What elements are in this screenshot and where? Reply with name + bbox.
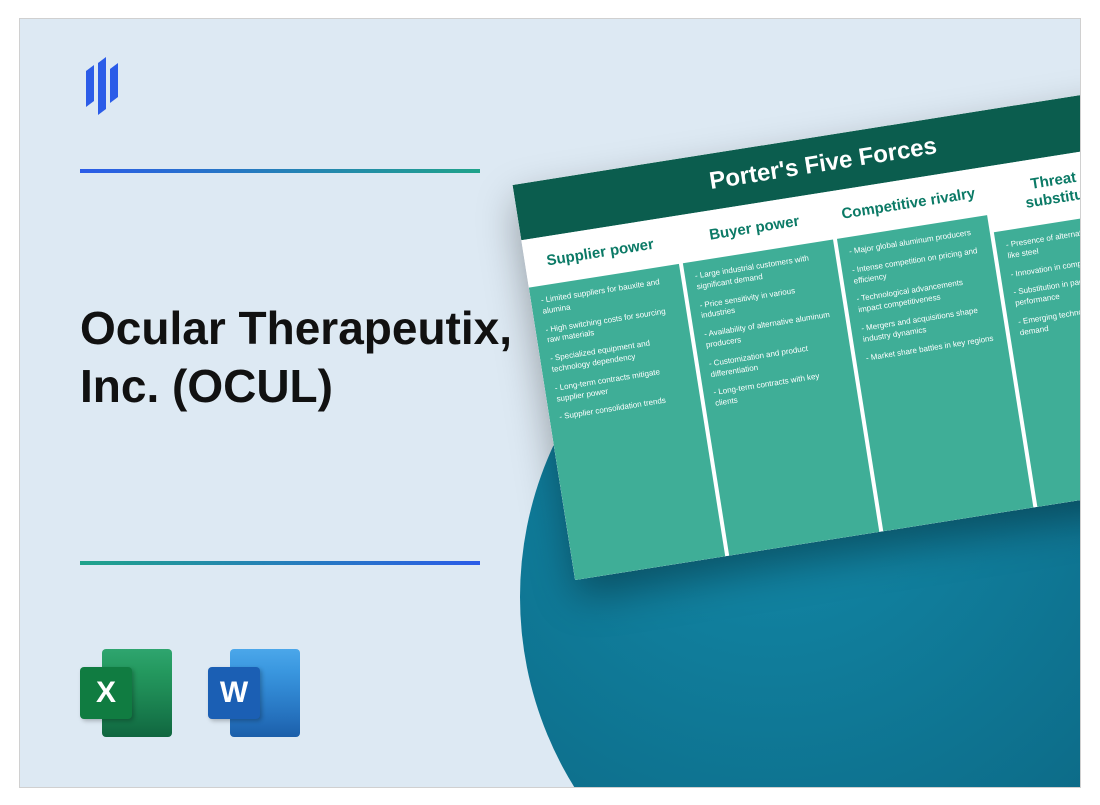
file-type-icons: X W bbox=[80, 649, 300, 737]
page-title: Ocular Therapeutix, Inc. (OCUL) bbox=[80, 299, 520, 417]
porters-sheet: Porter's Five Forces Supplier power - Li… bbox=[513, 87, 1081, 579]
word-icon: W bbox=[208, 649, 300, 737]
word-icon-letter: W bbox=[208, 667, 260, 719]
excel-icon: X bbox=[80, 649, 172, 737]
divider-top bbox=[80, 169, 480, 173]
brand-logo bbox=[80, 57, 126, 120]
divider-bottom bbox=[80, 561, 480, 565]
excel-icon-letter: X bbox=[80, 667, 132, 719]
infographic-card: Ocular Therapeutix, Inc. (OCUL) X W Port… bbox=[19, 18, 1081, 788]
